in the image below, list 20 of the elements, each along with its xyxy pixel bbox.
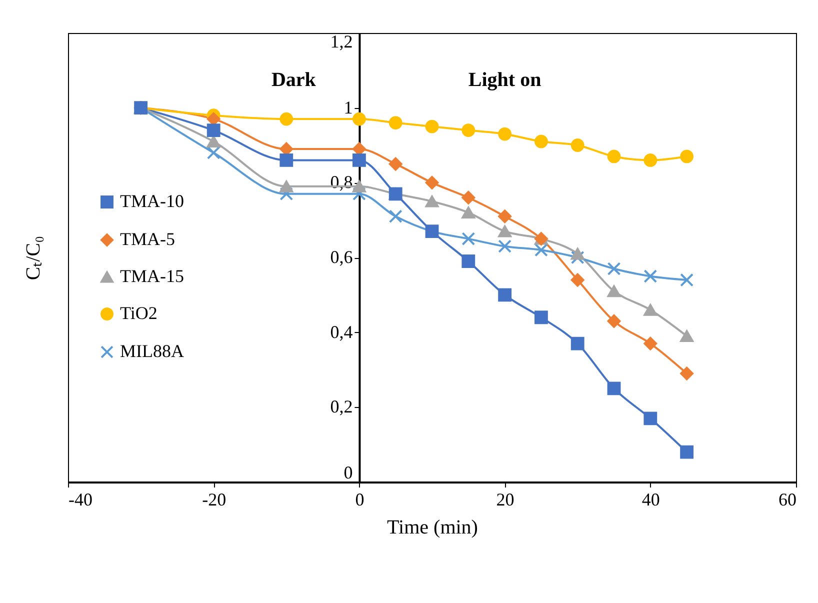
x-tick-label: -40 xyxy=(68,490,92,510)
x-tick-label: 60 xyxy=(778,490,796,510)
x-tick-label: 40 xyxy=(642,490,660,510)
x-axis-title: Time (min) xyxy=(387,516,478,538)
legend-label: TMA-5 xyxy=(120,229,175,249)
y-tick-label: 0,2 xyxy=(330,396,353,417)
y-axis-title: Cₜ/C₀ xyxy=(22,236,44,280)
y-tick-label: 0 xyxy=(344,462,353,482)
legend-label: TiO2 xyxy=(120,303,158,323)
x-tick-label: 20 xyxy=(496,490,514,510)
legend-label: TMA-15 xyxy=(120,266,184,286)
x-tick-label: -20 xyxy=(202,490,226,510)
legend-label: TMA-10 xyxy=(120,191,184,211)
y-tick-label: 0,4 xyxy=(330,322,353,342)
annotation: Dark xyxy=(271,69,317,92)
legend-label: MIL88A xyxy=(120,341,184,361)
y-tick-label: 0,6 xyxy=(330,247,353,267)
y-tick-label: 1,2 xyxy=(330,32,353,52)
annotation: Light on xyxy=(468,69,542,92)
y-tick-label: 1 xyxy=(344,97,353,118)
